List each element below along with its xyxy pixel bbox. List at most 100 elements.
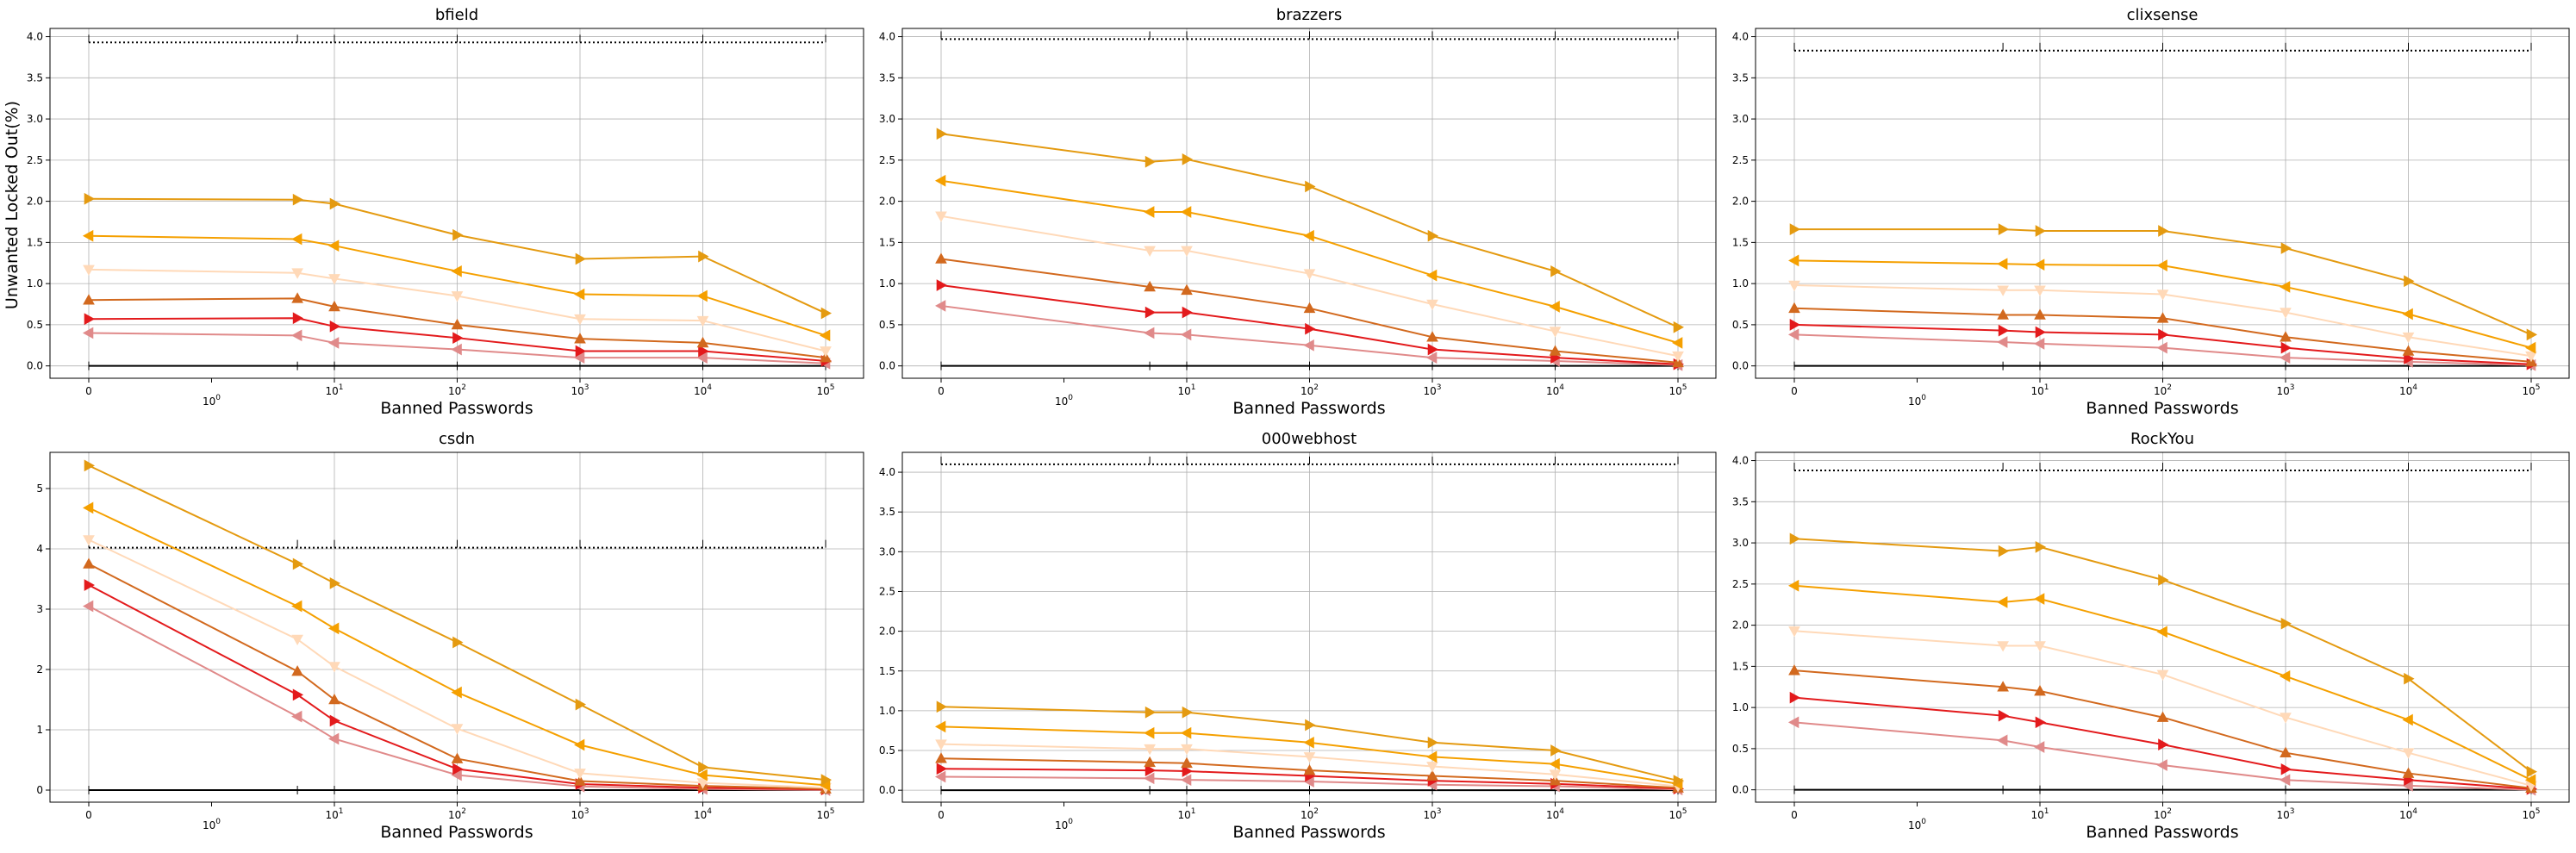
series-point-4 <box>82 229 94 242</box>
series-point-0 <box>1425 352 1438 364</box>
x-axis-label: Banned Passwords <box>2086 823 2238 842</box>
series-point-4 <box>819 329 831 342</box>
series-point-5 <box>292 557 304 570</box>
y-tick-label: 1.0 <box>27 277 43 290</box>
y-tick-label: 3.5 <box>879 506 895 518</box>
series-point-3 <box>696 315 709 327</box>
series-point-3 <box>1303 269 1316 280</box>
series-point-0 <box>1997 734 2008 747</box>
series-point-1 <box>2035 716 2047 729</box>
series-point-0 <box>82 600 94 613</box>
y-tick-label: 2.5 <box>1732 154 1749 166</box>
series-point-3 <box>2402 332 2415 344</box>
series-point-2 <box>574 333 586 344</box>
chart-panel-5: 0.0 0.5 1.0 1.5 2.0 2.5 3.0 3.5 4.0 0 100 101 102 103… <box>1732 430 2570 842</box>
x-tick-label: 101 <box>325 807 343 821</box>
series-point-5 <box>84 459 96 472</box>
series-point-4 <box>2033 593 2045 605</box>
chart-title: bfield <box>435 6 478 24</box>
series-point-0 <box>1997 336 2008 348</box>
y-tick-label: 3.5 <box>27 72 43 84</box>
plot-frame <box>1755 28 2570 379</box>
x-tick-label: 101 <box>325 383 343 397</box>
x-tick-label: 100 <box>1908 818 1926 831</box>
series-point-1 <box>575 345 587 358</box>
series-point-3 <box>1426 762 1438 773</box>
series-point-1 <box>936 279 948 291</box>
series-point-5 <box>452 228 464 241</box>
series-point-5 <box>2404 672 2415 685</box>
y-tick-label: 2.0 <box>879 626 895 638</box>
series-point-4 <box>934 720 946 733</box>
series-point-4 <box>1144 206 1155 218</box>
x-tick-label: 101 <box>1177 383 1195 397</box>
series-point-3 <box>83 535 95 546</box>
series-point-1 <box>329 320 341 333</box>
series-point-4 <box>573 738 585 751</box>
series-point-5 <box>1145 706 1157 719</box>
x-tick-label: 104 <box>1546 807 1564 821</box>
series-point-2 <box>1426 331 1438 342</box>
y-tick-label: 0.0 <box>1732 360 1749 372</box>
x-tick-label: 0 <box>1791 385 1798 397</box>
series-point-5 <box>1998 545 2010 557</box>
y-tick-label: 4.0 <box>1732 31 1749 43</box>
series-point-2 <box>1144 280 1156 292</box>
series-point-0 <box>451 343 462 356</box>
x-tick-label: 103 <box>571 383 589 397</box>
series-point-2 <box>2156 312 2169 323</box>
series-point-3 <box>1997 285 2009 296</box>
plot-frame <box>901 451 1717 803</box>
x-tick-label: 102 <box>2154 383 2172 397</box>
series-point-4 <box>696 290 708 302</box>
series-point-5 <box>1305 719 1316 732</box>
series-point-4 <box>451 686 462 699</box>
chart-panel-0: 0.0 0.5 1.0 1.5 2.0 2.5 3.0 3.5 4.0 0 100 101 102 103… <box>27 6 864 418</box>
y-axis-label: Unwanted Locked Out(%) <box>3 101 22 309</box>
x-tick-label: 100 <box>1908 394 1926 408</box>
x-axis-label: Banned Passwords <box>380 823 533 842</box>
series-point-1 <box>1789 319 1801 331</box>
series-point-2 <box>1303 764 1316 775</box>
x-tick-label: 104 <box>694 383 712 397</box>
series-point-0 <box>2279 352 2291 364</box>
series-point-1 <box>936 763 948 775</box>
y-tick-label: 1.0 <box>1732 701 1749 713</box>
series-point-5 <box>1789 223 1801 235</box>
series-point-5 <box>820 774 833 786</box>
series-point-2 <box>574 775 586 786</box>
y-tick-label: 4.0 <box>1732 455 1749 467</box>
series-point-1 <box>84 313 96 326</box>
series-point-4 <box>2156 259 2167 271</box>
x-tick-label: 104 <box>2399 383 2417 397</box>
series-point-2 <box>1144 756 1156 768</box>
series-point-3 <box>1788 626 1800 638</box>
series-point-3 <box>2402 748 2415 759</box>
series-point-4 <box>1787 579 1799 592</box>
series-point-3 <box>820 346 832 358</box>
y-tick-label: 0.0 <box>879 360 895 372</box>
y-tick-label: 3.0 <box>1732 537 1749 549</box>
y-tick-label: 0.0 <box>27 360 43 372</box>
series-point-3 <box>1672 351 1684 363</box>
x-tick-label: 100 <box>203 818 221 831</box>
y-tick-label: 3.0 <box>879 113 895 125</box>
y-tick-label: 3.0 <box>27 113 43 125</box>
series-point-2 <box>1788 302 1800 314</box>
series-point-4 <box>1787 254 1799 267</box>
y-tick-label: 2.0 <box>879 196 895 208</box>
chart-panel-3: 0 1 2 3 4 5 0 100 101 102 103 104 105 csdn Banned Pass… <box>36 430 864 842</box>
y-tick-label: 0.5 <box>879 744 895 756</box>
series-point-5 <box>2280 617 2292 630</box>
y-tick-label: 2.5 <box>879 154 895 166</box>
series-point-3 <box>935 739 947 750</box>
series-point-4 <box>1997 596 2008 608</box>
x-axis-label: Banned Passwords <box>2086 399 2238 418</box>
series-point-5 <box>1427 229 1439 242</box>
x-tick-label: 102 <box>2154 807 2172 821</box>
series-point-1 <box>1182 306 1194 319</box>
y-tick-label: 1.5 <box>879 665 895 677</box>
series-point-5 <box>1145 155 1157 168</box>
series-point-5 <box>2280 242 2292 254</box>
y-tick-label: 2.0 <box>1732 620 1749 632</box>
